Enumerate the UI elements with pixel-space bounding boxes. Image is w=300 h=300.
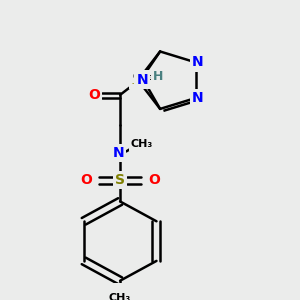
Text: O: O	[148, 173, 160, 187]
Text: CH₃: CH₃	[133, 72, 155, 82]
Text: N: N	[192, 56, 204, 69]
Text: N: N	[136, 73, 148, 87]
Text: S: S	[115, 173, 125, 187]
Text: CH₃: CH₃	[131, 139, 153, 149]
Text: N: N	[192, 91, 204, 105]
Text: N: N	[112, 146, 124, 161]
Text: S: S	[131, 73, 141, 87]
Text: CH₃: CH₃	[109, 293, 131, 300]
Text: O: O	[88, 88, 100, 102]
Text: H: H	[153, 70, 163, 83]
Text: O: O	[80, 173, 92, 187]
